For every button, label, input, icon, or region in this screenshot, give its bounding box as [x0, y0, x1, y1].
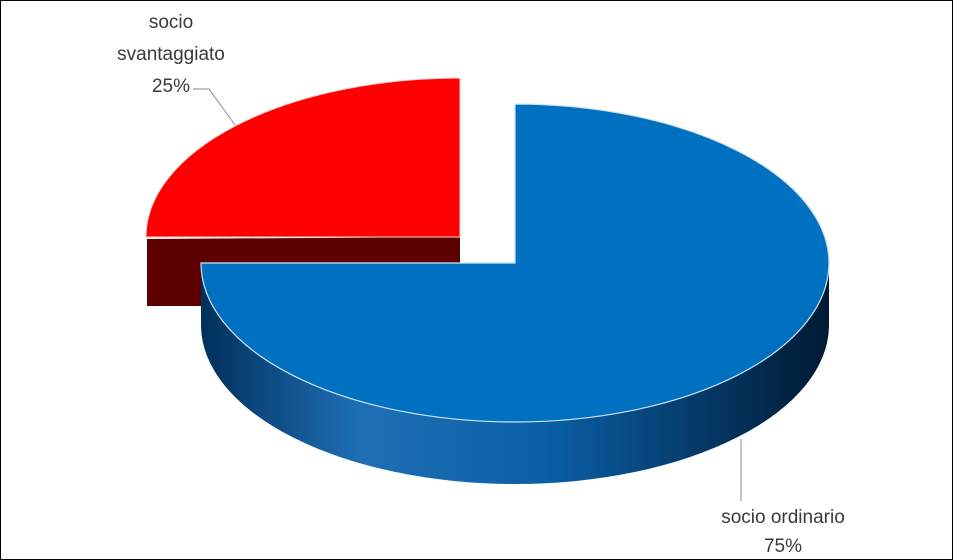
slice-socio-ordinario[interactable] [200, 103, 830, 423]
slice-socio-svantaggiato[interactable] [145, 77, 461, 238]
data-label-socio-ordinario-name: socio ordinario [721, 507, 845, 528]
leader-line-socio-svantaggiato [193, 88, 236, 126]
slice-depth-socio-ordinario [201, 263, 829, 484]
data-label-socio-svantaggiato-name2: svantaggiato [117, 44, 225, 65]
data-label-socio-ordinario-value: 75% [764, 536, 802, 554]
data-label-socio-svantaggiato-value: 25% [152, 76, 190, 97]
data-label-socio-svantaggiato-name1: socio [149, 12, 193, 33]
